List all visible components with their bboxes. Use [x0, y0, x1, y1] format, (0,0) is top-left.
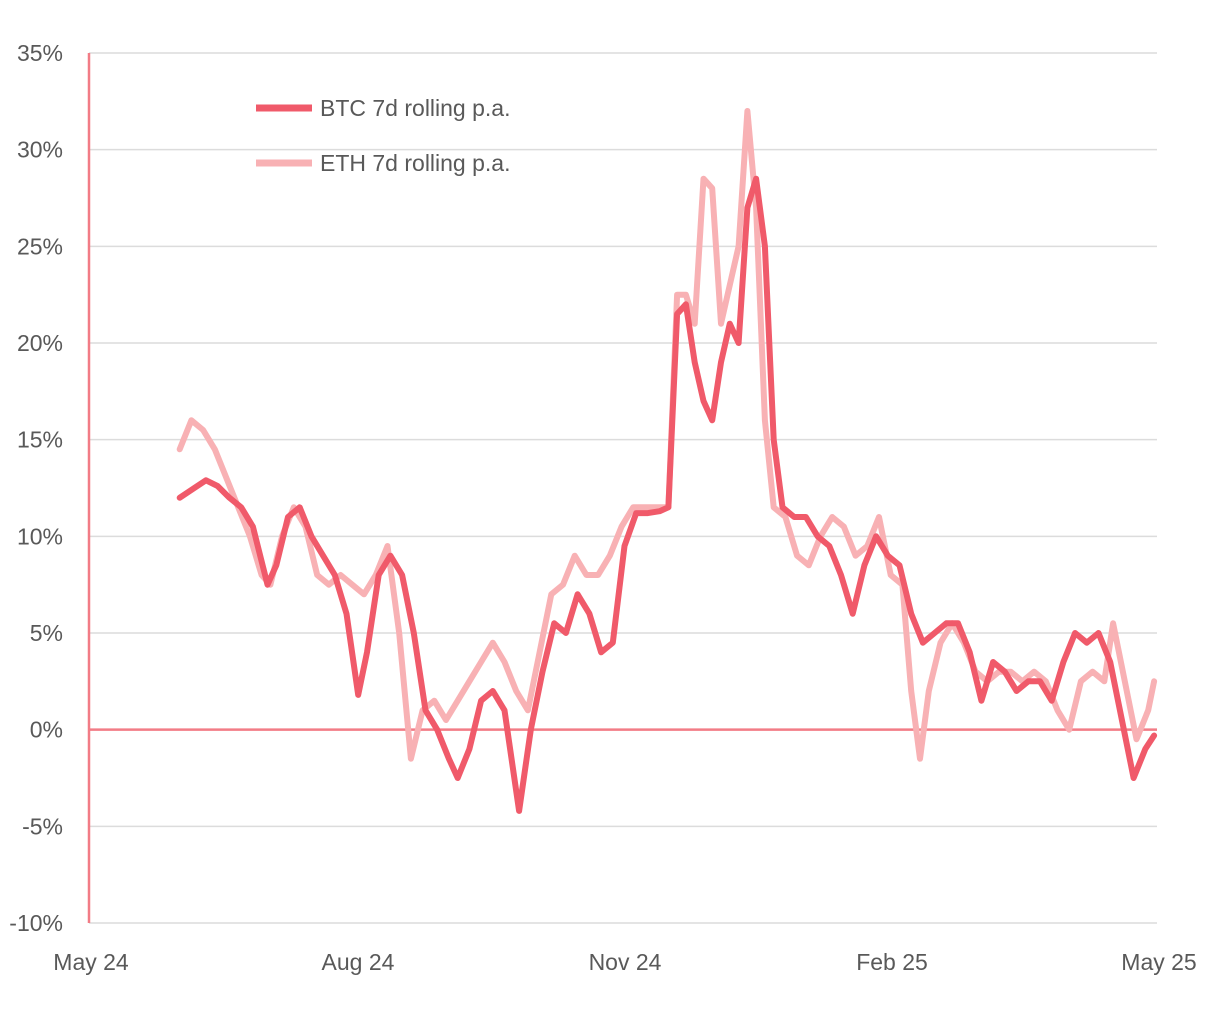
eth-series-line	[176, 108, 1158, 762]
y-tick-label: 35%	[17, 40, 63, 66]
x-tick-label: May 24	[53, 949, 129, 975]
gridlines	[89, 52, 1157, 924]
y-tick-label: -5%	[22, 813, 63, 839]
legend: BTC 7d rolling p.a. ETH 7d rolling p.a.	[256, 95, 510, 176]
y-tick-label: 25%	[17, 233, 63, 259]
y-tick-label: 5%	[30, 620, 63, 646]
y-tick-label: 0%	[30, 717, 63, 743]
btc-series-line	[176, 175, 1158, 814]
y-tick-label: 15%	[17, 427, 63, 453]
x-tick-label: May 25	[1121, 949, 1196, 975]
y-tick-label: 20%	[17, 330, 63, 356]
legend-label-btc: BTC 7d rolling p.a.	[320, 95, 510, 121]
y-tick-label: 30%	[17, 137, 63, 163]
x-tick-label: Nov 24	[589, 949, 662, 975]
axes	[87, 53, 1157, 923]
legend-label-eth: ETH 7d rolling p.a.	[320, 150, 510, 176]
y-axis-tick-labels: 35% 30% 25% 20% 15% 10% 5% 0% -5% -10%	[9, 40, 63, 936]
series-lines	[176, 108, 1158, 814]
x-tick-label: Aug 24	[322, 949, 395, 975]
x-tick-label: Feb 25	[856, 949, 928, 975]
y-tick-label: 10%	[17, 523, 63, 549]
x-axis-tick-labels: May 24 Aug 24 Nov 24 Feb 25 May 25	[53, 949, 1196, 975]
y-tick-label: -10%	[9, 910, 63, 936]
